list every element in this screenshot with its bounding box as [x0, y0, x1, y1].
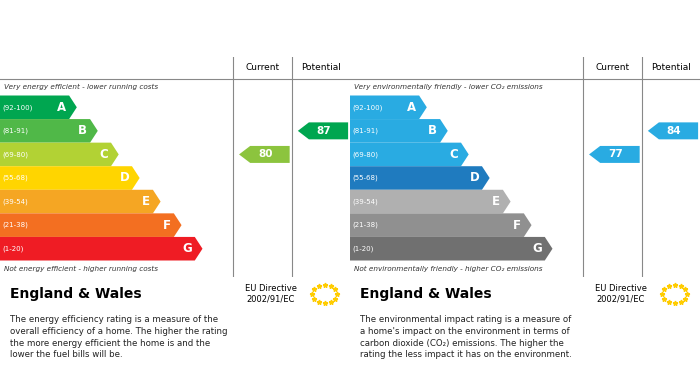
Text: The energy efficiency rating is a measure of the
overall efficiency of a home. T: The energy efficiency rating is a measur… — [10, 315, 228, 359]
Polygon shape — [0, 95, 77, 119]
Polygon shape — [0, 237, 202, 260]
Text: (21-38): (21-38) — [353, 222, 379, 228]
Text: Not environmentally friendly - higher CO₂ emissions: Not environmentally friendly - higher CO… — [354, 266, 542, 272]
Text: (92-100): (92-100) — [3, 104, 33, 111]
Text: 87: 87 — [317, 126, 331, 136]
Polygon shape — [350, 143, 469, 166]
Text: Current: Current — [245, 63, 279, 72]
Text: C: C — [99, 148, 108, 161]
Polygon shape — [350, 166, 490, 190]
Text: F: F — [163, 219, 171, 231]
Text: (21-38): (21-38) — [3, 222, 29, 228]
Text: (69-80): (69-80) — [3, 151, 29, 158]
Text: Not energy efficient - higher running costs: Not energy efficient - higher running co… — [4, 266, 158, 272]
Text: E: E — [492, 195, 500, 208]
Text: G: G — [532, 242, 542, 255]
Polygon shape — [350, 119, 448, 143]
Polygon shape — [350, 213, 531, 237]
Text: Energy Efficiency Rating: Energy Efficiency Rating — [8, 22, 172, 35]
Text: Very environmentally friendly - lower CO₂ emissions: Very environmentally friendly - lower CO… — [354, 84, 542, 90]
Text: C: C — [449, 148, 459, 161]
Text: 77: 77 — [608, 149, 623, 160]
Text: B: B — [78, 124, 88, 137]
Text: (1-20): (1-20) — [353, 246, 375, 252]
Text: D: D — [120, 172, 129, 185]
Text: EU Directive
2002/91/EC: EU Directive 2002/91/EC — [595, 284, 647, 304]
Text: (39-54): (39-54) — [353, 198, 379, 205]
Polygon shape — [0, 190, 160, 213]
Text: (92-100): (92-100) — [353, 104, 383, 111]
Text: Potential: Potential — [301, 63, 341, 72]
Text: B: B — [428, 124, 438, 137]
Polygon shape — [0, 166, 140, 190]
Text: 84: 84 — [667, 126, 681, 136]
Text: Very energy efficient - lower running costs: Very energy efficient - lower running co… — [4, 84, 158, 90]
Text: (81-91): (81-91) — [353, 127, 379, 134]
Text: D: D — [470, 172, 479, 185]
Text: A: A — [407, 101, 416, 114]
Text: (55-68): (55-68) — [353, 175, 379, 181]
Text: (1-20): (1-20) — [3, 246, 25, 252]
Polygon shape — [350, 237, 552, 260]
Text: (55-68): (55-68) — [3, 175, 29, 181]
Text: England & Wales: England & Wales — [360, 287, 492, 301]
Text: The environmental impact rating is a measure of
a home's impact on the environme: The environmental impact rating is a mea… — [360, 315, 573, 359]
Polygon shape — [0, 213, 181, 237]
Text: England & Wales: England & Wales — [10, 287, 142, 301]
Text: Environmental Impact (CO₂) Rating: Environmental Impact (CO₂) Rating — [358, 22, 591, 35]
Text: E: E — [142, 195, 150, 208]
Text: A: A — [57, 101, 66, 114]
Text: Current: Current — [595, 63, 629, 72]
Polygon shape — [239, 146, 290, 163]
Polygon shape — [589, 146, 640, 163]
Text: 80: 80 — [258, 149, 273, 160]
Polygon shape — [648, 122, 698, 139]
Text: (39-54): (39-54) — [3, 198, 29, 205]
Polygon shape — [298, 122, 348, 139]
Polygon shape — [350, 95, 427, 119]
Text: EU Directive
2002/91/EC: EU Directive 2002/91/EC — [245, 284, 297, 304]
Polygon shape — [350, 190, 510, 213]
Polygon shape — [0, 143, 119, 166]
Text: G: G — [182, 242, 192, 255]
Text: Potential: Potential — [651, 63, 691, 72]
Text: (69-80): (69-80) — [353, 151, 379, 158]
Text: F: F — [513, 219, 521, 231]
Text: (81-91): (81-91) — [3, 127, 29, 134]
Polygon shape — [0, 119, 98, 143]
